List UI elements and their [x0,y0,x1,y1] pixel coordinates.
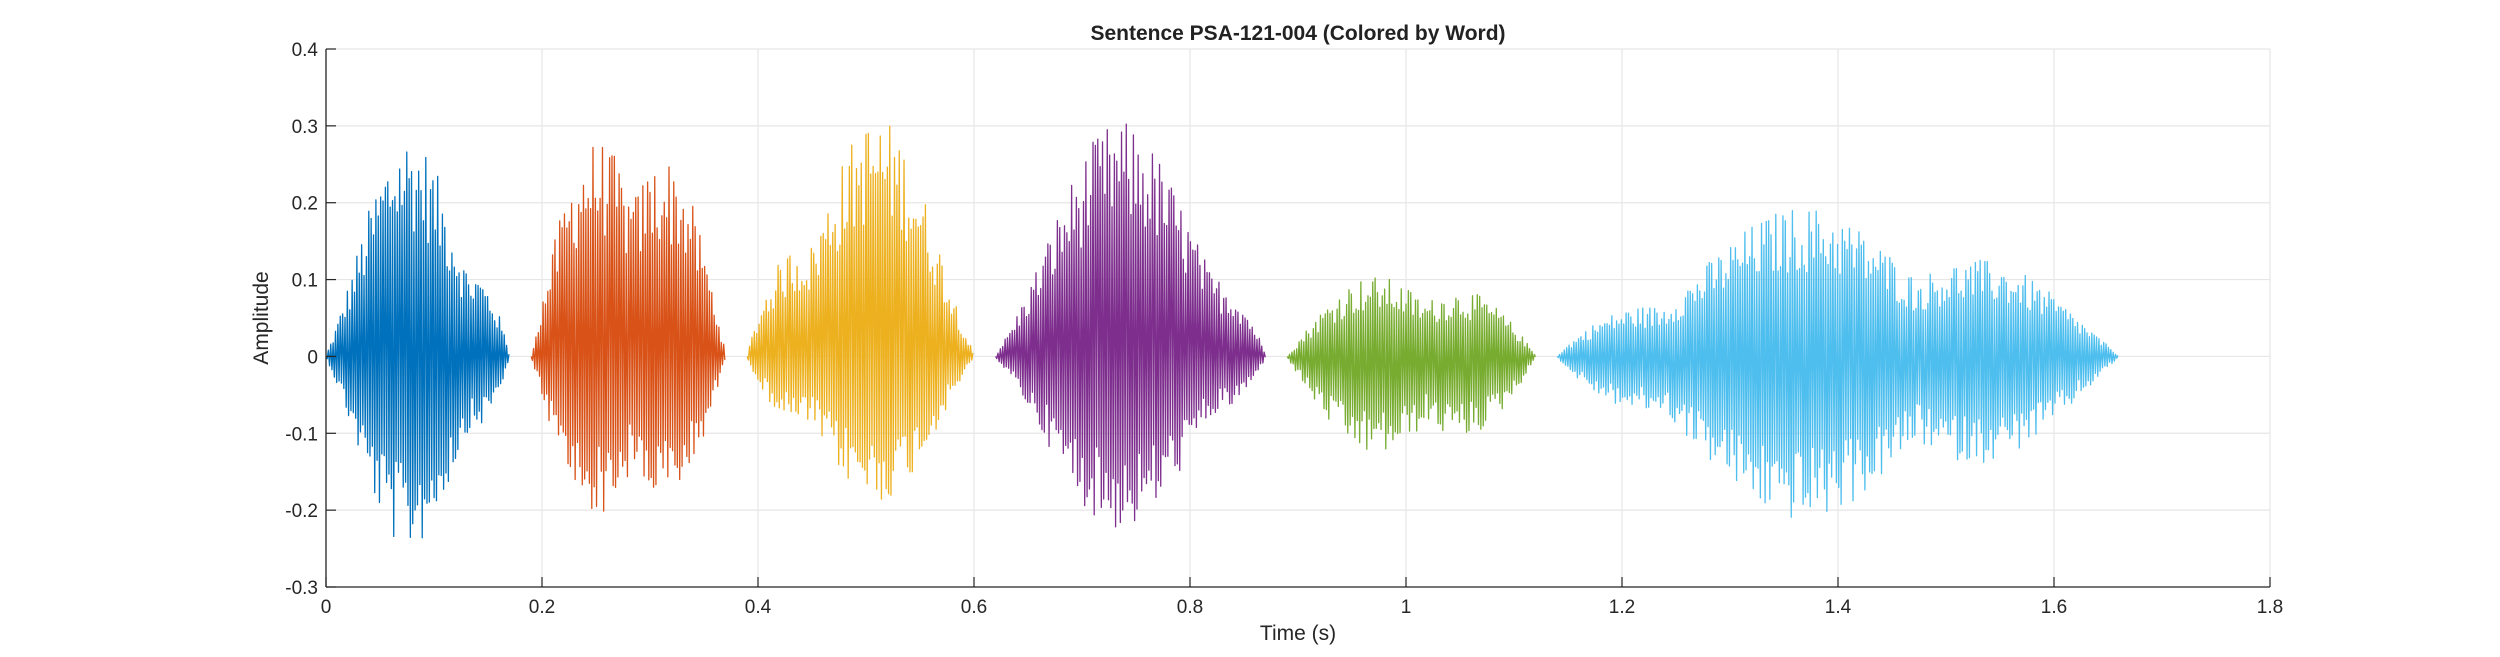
x-tick-label: 0.4 [745,597,772,618]
x-tick-label: 1.8 [2257,597,2283,618]
x-tick-label: 0 [321,597,332,618]
word-2-waveform [530,146,726,512]
y-tick-label: -0.2 [285,501,318,522]
x-tick-label: 0.2 [529,597,555,618]
x-tick-label: 1 [1401,597,1412,618]
word-3-waveform [746,125,974,500]
x-axis-label: Time (s) [1260,622,1336,645]
x-tick-label: 0.8 [1177,597,1203,618]
y-tick-label: -0.3 [285,578,318,599]
y-tick-label: -0.1 [285,424,318,445]
y-tick-label: 0.2 [292,194,318,215]
chart-title: Sentence PSA-121-004 (Colored by Word) [1090,22,1505,45]
word-6-waveform [1556,209,2119,518]
x-tick-labels: 0 0.2 0.4 0.6 0.8 1 1.2 1.4 1.6 1.8 [321,597,2284,618]
x-tick-label: 1.4 [1825,597,1852,618]
word-4-waveform [995,123,1266,528]
y-tick-label: 0.4 [292,40,319,61]
word-1-waveform [325,151,510,539]
x-tick-label: 0.6 [961,597,987,618]
y-tick-label: 0 [307,347,318,368]
x-tick-label: 1.2 [1609,597,1635,618]
y-tick-label: 0.1 [292,271,318,292]
y-tick-label: 0.3 [292,117,318,138]
plot-area [325,123,2119,539]
axes-frame [325,48,2271,588]
word-5-waveform [1286,277,1537,450]
x-tick-label: 1.6 [2041,597,2067,618]
y-tick-labels: -0.3 -0.2 -0.1 0 0.1 0.2 0.3 0.4 [285,40,318,599]
y-axis-label: Amplitude [250,271,273,364]
